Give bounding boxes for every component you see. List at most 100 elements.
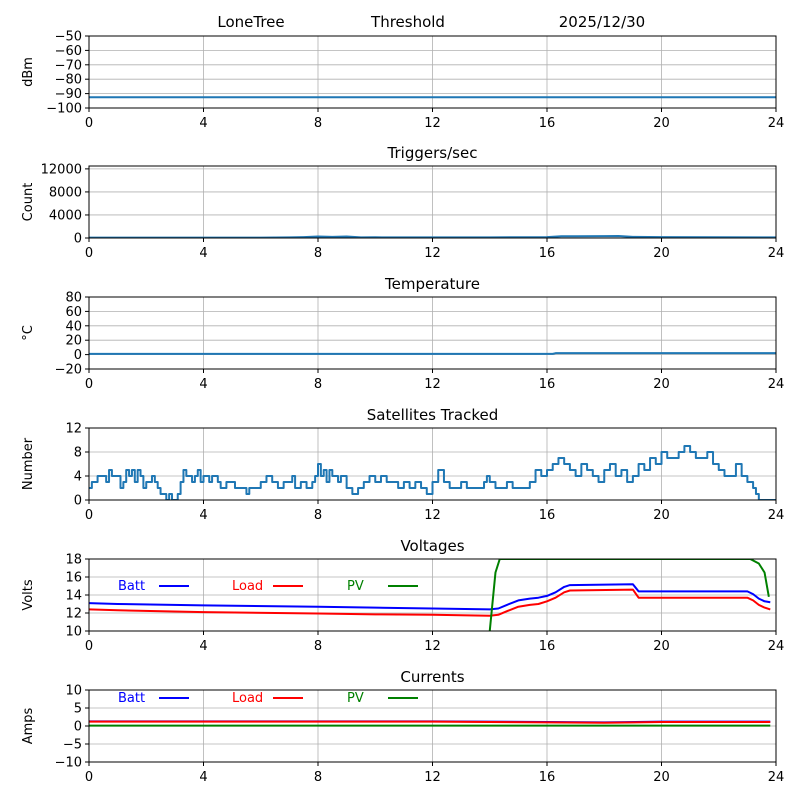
y-tick-label: 0 bbox=[74, 494, 82, 509]
plot-frame bbox=[88, 427, 777, 501]
legend-label-batt: Batt bbox=[118, 579, 145, 594]
x-tick-label: 0 bbox=[85, 116, 93, 131]
y-tick-label: 0 bbox=[74, 348, 82, 363]
y-tick-label: −80 bbox=[55, 73, 82, 88]
y-tick-label: 16 bbox=[65, 571, 82, 586]
y-tick-label: −20 bbox=[55, 363, 82, 378]
chart-noise: dBm 0 4 8 12 16 20 24 −100−90−80−70−60−50 bbox=[21, 30, 784, 132]
y-axis-label: Number bbox=[21, 437, 36, 490]
y-tick-label: 20 bbox=[65, 334, 82, 349]
y-tick-label: 40 bbox=[65, 319, 82, 334]
y-tick-label: 18 bbox=[65, 553, 82, 568]
y-tick-label: 4000 bbox=[49, 208, 82, 223]
plot-frame bbox=[88, 689, 777, 763]
x-tick-label: 16 bbox=[539, 246, 556, 261]
x-tick-label: 4 bbox=[199, 246, 207, 261]
y-tick-label: 12 bbox=[65, 607, 82, 622]
y-tick-label: 80 bbox=[65, 291, 82, 306]
x-tick-label: 0 bbox=[85, 246, 93, 261]
x-tick-label: 0 bbox=[85, 377, 93, 392]
series-line-batt bbox=[89, 583, 771, 611]
x-tick-label: 20 bbox=[653, 770, 670, 785]
x-tick-label: 16 bbox=[539, 116, 556, 131]
x-tick-label: 24 bbox=[768, 770, 785, 785]
y-tick-label: −5 bbox=[63, 738, 82, 753]
x-tick-label: 12 bbox=[424, 116, 441, 131]
series-line-pv bbox=[488, 559, 770, 631]
header-station: LoneTree bbox=[217, 13, 284, 31]
x-tick-label: 16 bbox=[539, 770, 556, 785]
y-tick-label: −90 bbox=[55, 87, 82, 102]
chart-title: Triggers/sec bbox=[387, 144, 478, 162]
series-line-satellites bbox=[89, 445, 776, 500]
chart-currents: Currents Amps 0 4 8 12 16 20 24 −10 −5 0 5 10 Batt Load… bbox=[21, 668, 784, 785]
x-tick-label: 4 bbox=[199, 116, 207, 131]
y-tick-label: 60 bbox=[65, 305, 82, 320]
x-tick-label: 20 bbox=[653, 377, 670, 392]
x-tick-label: 24 bbox=[768, 246, 785, 261]
chart-title: Satellites Tracked bbox=[367, 406, 498, 424]
series-line-load bbox=[89, 588, 771, 617]
x-tick-label: 0 bbox=[85, 770, 93, 785]
series-line-load bbox=[89, 720, 771, 724]
y-tick-label: 0 bbox=[74, 232, 82, 247]
y-tick-label: 8000 bbox=[49, 185, 82, 200]
legend-label-load: Load bbox=[232, 691, 263, 706]
x-tick-label: 20 bbox=[653, 246, 670, 261]
legend-label-batt: Batt bbox=[118, 691, 145, 706]
x-tick-label: 8 bbox=[314, 246, 322, 261]
x-tick-label: 8 bbox=[314, 116, 322, 131]
y-tick-label: 5 bbox=[74, 702, 82, 717]
x-tick-label: 12 bbox=[424, 639, 441, 654]
series-group bbox=[89, 352, 776, 355]
y-tick-label: −70 bbox=[55, 58, 82, 73]
plot-frame bbox=[88, 165, 777, 239]
x-tick-label: 12 bbox=[424, 770, 441, 785]
x-tick-label: 20 bbox=[653, 116, 670, 131]
header-date: 2025/12/30 bbox=[559, 13, 645, 31]
x-tick-label: 24 bbox=[768, 116, 785, 131]
series-group bbox=[89, 559, 771, 631]
y-tick-label: 0 bbox=[74, 720, 82, 735]
chart-title: Currents bbox=[400, 668, 464, 686]
chart-triggers: Triggers/sec Count 0 4 8 12 16 20 24 0 4000 8000 120… bbox=[21, 144, 784, 261]
x-tick-label: 4 bbox=[199, 770, 207, 785]
x-tick-label: 24 bbox=[768, 508, 785, 523]
x-tick-label: 16 bbox=[539, 377, 556, 392]
legend-label-pv: PV bbox=[347, 579, 364, 594]
y-tick-label: −100 bbox=[46, 102, 82, 117]
series-group bbox=[89, 720, 771, 727]
y-tick-label: 12 bbox=[65, 422, 82, 437]
x-tick-label: 12 bbox=[424, 246, 441, 261]
x-tick-label: 8 bbox=[314, 639, 322, 654]
plot-frame bbox=[88, 558, 777, 632]
y-tick-label: 10 bbox=[65, 625, 82, 640]
x-tick-label: 24 bbox=[768, 639, 785, 654]
y-tick-label: 12000 bbox=[41, 162, 82, 177]
y-axis-label: Volts bbox=[21, 579, 36, 611]
y-axis-label: °C bbox=[21, 325, 36, 341]
x-tick-label: 8 bbox=[314, 508, 322, 523]
y-tick-label: 4 bbox=[74, 470, 82, 485]
y-axis-label: Count bbox=[21, 183, 36, 222]
x-tick-label: 4 bbox=[199, 377, 207, 392]
plot-frame bbox=[88, 35, 777, 109]
x-tick-label: 24 bbox=[768, 377, 785, 392]
y-axis-label: Amps bbox=[21, 707, 36, 744]
x-tick-label: 16 bbox=[539, 639, 556, 654]
chart-satellites: Satellites Tracked Number 0 4 8 12 16 20 24 0 4 8 12 bbox=[21, 406, 784, 523]
chart-title: Temperature bbox=[384, 275, 480, 293]
series-line-temperature bbox=[89, 352, 776, 355]
y-tick-label: −10 bbox=[55, 756, 82, 771]
x-tick-label: 16 bbox=[539, 508, 556, 523]
y-tick-label: −50 bbox=[55, 30, 82, 45]
y-tick-label: 8 bbox=[74, 446, 82, 461]
header-mode: Threshold bbox=[370, 13, 445, 31]
chart-voltages: Voltages Volts 0 4 8 12 16 20 24 10 12 14 16 18 Batt Lo… bbox=[21, 537, 784, 654]
x-tick-label: 20 bbox=[653, 639, 670, 654]
plot-frame bbox=[88, 296, 777, 370]
x-tick-label: 12 bbox=[424, 508, 441, 523]
x-tick-label: 4 bbox=[199, 508, 207, 523]
legend-label-pv: PV bbox=[347, 691, 364, 706]
